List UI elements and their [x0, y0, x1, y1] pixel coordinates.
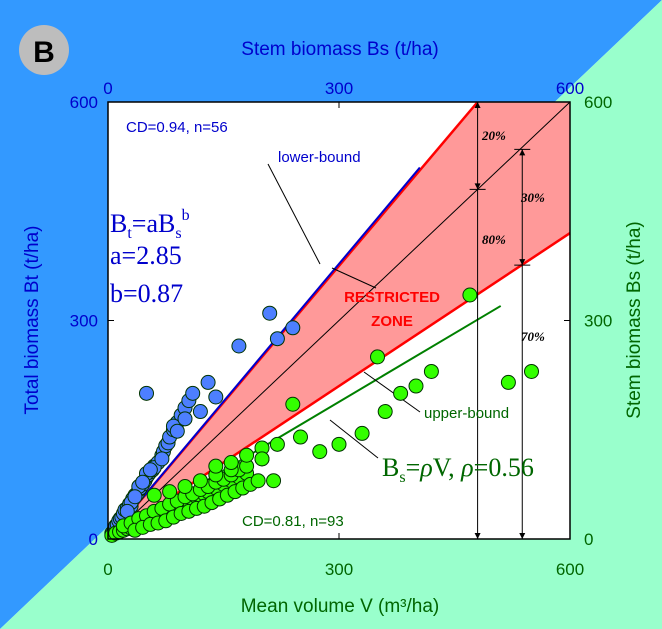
pct-70-label: 70%: [521, 329, 545, 344]
arrow-538-bottom: [519, 533, 526, 539]
x-bottom-tick-label: 600: [556, 560, 584, 579]
stem-biomass-point: [285, 396, 301, 412]
lower-bound-line: [107, 166, 421, 540]
stem-biomass-point: [146, 487, 162, 503]
restricted-label-2: ZONE: [371, 313, 413, 330]
arrow-480-bottom: [474, 533, 481, 539]
total-biomass-point: [135, 474, 151, 490]
total-biomass-point: [192, 404, 208, 420]
stem-biomass-point: [192, 473, 208, 489]
x-top-tick-label: 0: [103, 79, 112, 98]
total-biomass-point: [208, 389, 224, 405]
zone-leader: [331, 267, 377, 289]
pct-30-label: 30%: [520, 190, 545, 205]
stem-biomass-point: [250, 473, 266, 489]
total-biomass-point: [269, 331, 285, 347]
x-bottom-tick-label: 300: [325, 560, 353, 579]
equation-allometric: Bt=aBsb: [110, 207, 190, 242]
equation-b: b=0.87: [110, 279, 183, 308]
x-top-tick-label: 300: [325, 79, 353, 98]
stem-biomass-point: [377, 404, 393, 420]
total-biomass-point: [169, 423, 185, 439]
stem-biomass-point: [254, 451, 270, 467]
restricted-label-1: RESTRICTED: [344, 289, 440, 306]
stem-biomass-point: [423, 363, 439, 379]
stem-biomass-point: [408, 378, 424, 394]
equation-density: Bs=ρV, ρ=0.56: [382, 453, 534, 486]
total-biomass-point: [127, 489, 143, 505]
stem-biomass-point: [266, 473, 282, 489]
stem-biomass-point: [269, 436, 285, 452]
arrow-480-top: [474, 102, 481, 108]
panel-label: B: [33, 36, 55, 69]
stem-biomass-point: [393, 385, 409, 401]
total-biomass-point: [185, 385, 201, 401]
total-biomass-point: [154, 451, 170, 467]
total-biomass-point: [231, 338, 247, 354]
stem-biomass-point: [370, 349, 385, 365]
y-right-tick-label: 300: [584, 312, 612, 331]
stem-biomass-point: [177, 479, 193, 495]
equation-a: a=2.85: [110, 241, 182, 270]
pct-80-label: 80%: [482, 232, 506, 247]
panel-label-circle: [19, 25, 69, 75]
x-top-axis-label: Stem biomass Bs (t/ha): [241, 39, 438, 60]
y-left-axis-label: Total biomass Bt (t/ha): [22, 225, 43, 414]
upper-bound-leader: [363, 371, 421, 413]
stem-biomass-point: [223, 455, 239, 471]
lower-bound-leader: [267, 163, 321, 265]
stem-biomass-point: [462, 287, 478, 303]
stem-biomass-point: [239, 447, 255, 463]
y-left-tick-label: 300: [70, 312, 98, 331]
arrow-538-mid: [519, 259, 526, 266]
pct-20-label: 20%: [481, 128, 506, 143]
cd-bottom-label: CD=0.81, n=93: [242, 513, 344, 530]
y-left-tick-label: 0: [89, 530, 98, 549]
x-top-tick-label: 600: [556, 79, 584, 98]
y-right-axis-label: Stem biomass Bs (t/ha): [624, 221, 645, 418]
total-biomass-point: [139, 385, 154, 401]
one-to-one-line: [107, 101, 571, 540]
stem-biomass-point: [524, 363, 539, 379]
upper-bound-label: upper-bound: [424, 405, 509, 422]
data-points: [104, 287, 539, 543]
total-biomass-point: [177, 411, 193, 427]
percentage-markers: [469, 102, 531, 539]
y-left-tick-label: 600: [70, 93, 98, 112]
cd-top-label: CD=0.94, n=56: [126, 119, 228, 136]
total-biomass-point: [285, 320, 301, 336]
x-bottom-axis-label: Mean volume V (m³/ha): [241, 596, 440, 617]
x-bottom-tick-label: 0: [103, 560, 112, 579]
total-biomass-point: [262, 305, 278, 321]
arrow-538-top: [519, 149, 526, 156]
stem-biomass-point: [208, 458, 224, 474]
density-leader: [329, 419, 379, 459]
stem-biomass-point: [293, 429, 308, 445]
total-biomass-point: [142, 462, 158, 478]
y-right-tick-label: 600: [584, 93, 612, 112]
stem-biomass-point: [354, 425, 370, 441]
stem-biomass-point: [331, 436, 347, 452]
lower-bound-label: lower-bound: [278, 149, 361, 166]
stem-biomass-point: [162, 484, 178, 500]
total-biomass-point: [200, 374, 216, 390]
arrow-480-mid: [474, 183, 481, 190]
y-right-tick-label: 0: [584, 530, 593, 549]
stem-biomass-point: [312, 444, 328, 460]
stem-biomass-point: [500, 374, 516, 390]
